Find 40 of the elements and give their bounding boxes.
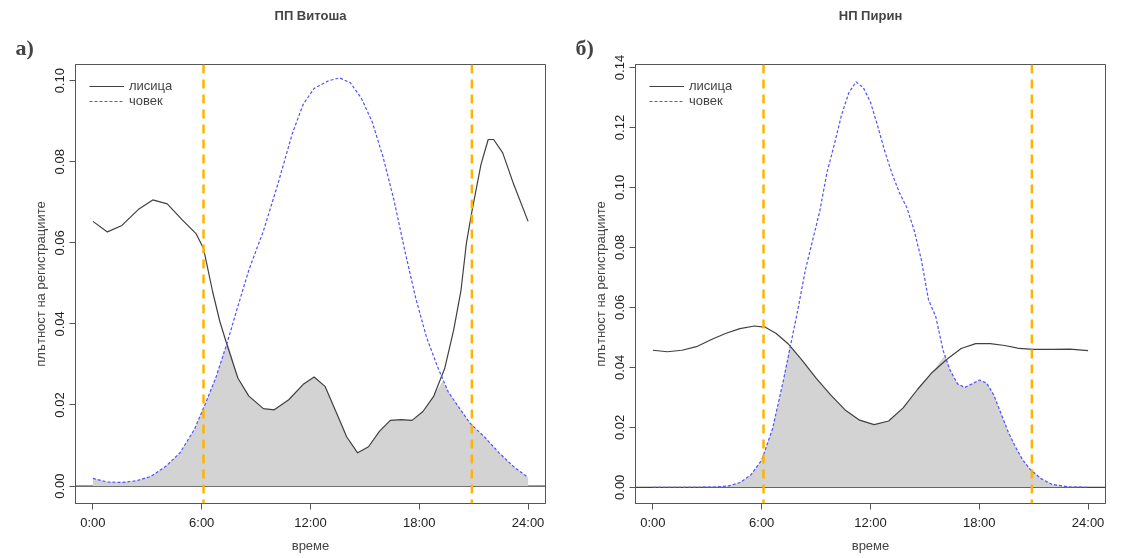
text: а) [15, 34, 34, 60]
x-tick-label: 24:00 [1071, 514, 1105, 530]
x-tick-label: 6:00 [749, 514, 775, 530]
y-tick-label: 0.08 [52, 149, 68, 175]
y-tick-label: 0.10 [612, 174, 628, 201]
y-tick-label: 0.10 [52, 68, 68, 94]
y-tick-label: 0.08 [612, 234, 628, 261]
y-tick-label: 0.04 [52, 311, 68, 337]
text: б) [575, 34, 594, 60]
line-series [92, 77, 529, 484]
y-tick-label: 0.06 [52, 230, 68, 256]
x-tick-label: 12:00 [854, 514, 887, 530]
y-tick-label: 0.06 [612, 294, 628, 321]
y-tick-label: 0.00 [612, 474, 628, 500]
x-tick-label: 0:00 [80, 514, 106, 530]
y-tick-label: 0.00 [52, 473, 68, 499]
y-tick-label: 0.12 [612, 114, 628, 141]
y-tick-label: 0.02 [612, 414, 628, 440]
legend-label: лисица [689, 78, 733, 93]
y-tick-label: 0.04 [612, 354, 628, 381]
legend-label: лисица [129, 78, 173, 93]
y-tick-label: 0.02 [52, 392, 68, 418]
x-tick-label: 24:00 [511, 514, 545, 530]
x-axis-title: време [291, 537, 330, 553]
y-axis-title: плътност на регистрациите [592, 201, 608, 367]
legend-label: човек [129, 93, 163, 108]
x-axis-title: време [851, 537, 890, 553]
y-axis-title: плътност на регистрациите [32, 201, 48, 367]
chart-title: ПП Витоша [274, 7, 348, 23]
x-tick-label: 12:00 [294, 514, 327, 530]
x-tick-label: 6:00 [189, 514, 215, 530]
line-series [92, 138, 529, 454]
x-tick-label: 18:00 [963, 514, 996, 530]
legend-label: човек [689, 93, 723, 108]
line-series [652, 81, 1089, 488]
chart-title: НП Пирин [838, 7, 903, 23]
x-tick-label: 18:00 [403, 514, 436, 530]
x-tick-label: 0:00 [640, 514, 666, 530]
line-series [652, 325, 1089, 426]
y-tick-label: 0.14 [612, 54, 628, 81]
